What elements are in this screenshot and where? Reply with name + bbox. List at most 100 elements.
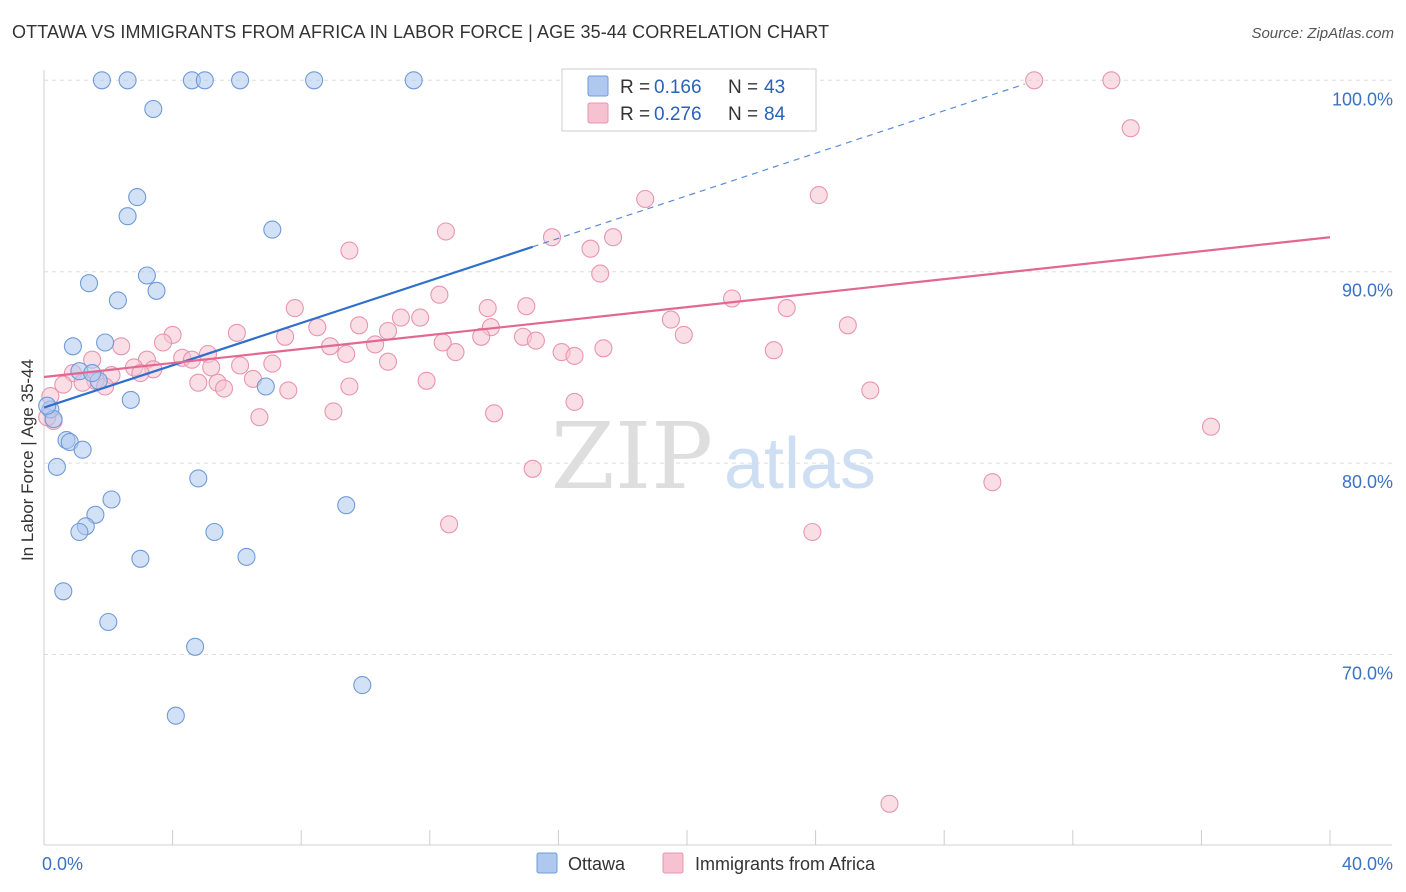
africa-point xyxy=(472,327,491,346)
africa-point xyxy=(436,222,455,241)
ottawa-point xyxy=(186,637,205,656)
regression-lines xyxy=(43,83,1331,409)
africa-point xyxy=(722,289,742,308)
africa-point xyxy=(263,354,282,373)
legend-box: R = 0.166 N = 43 R = 0.276 N = 84 xyxy=(561,68,817,132)
y-tick-label: 100.0% xyxy=(1332,89,1393,109)
africa-point xyxy=(411,308,430,327)
africa-point xyxy=(526,331,545,350)
africa-point xyxy=(54,375,73,394)
africa-point xyxy=(433,333,452,352)
ottawa-regression-line xyxy=(43,245,534,409)
ottawa-point xyxy=(108,291,127,310)
legend-n-value-ottawa: 43 xyxy=(764,77,785,98)
bottom-legend-swatch-ottawa xyxy=(536,852,558,874)
africa-point xyxy=(591,264,610,283)
ottawa-point xyxy=(256,377,275,396)
legend-n-label-africa: N = xyxy=(728,104,758,125)
africa-point xyxy=(565,346,584,365)
africa-point xyxy=(279,381,298,400)
ottawa-point xyxy=(137,266,156,285)
legend-r-label-ottawa: R = xyxy=(620,77,650,98)
africa-point xyxy=(809,186,828,205)
legend-r-value-africa: 0.276 xyxy=(654,104,702,125)
africa-point xyxy=(1121,119,1140,138)
ottawa-point xyxy=(128,188,147,207)
africa-point xyxy=(350,316,369,335)
africa-point xyxy=(430,285,449,304)
legend-swatch-africa xyxy=(587,102,609,124)
ottawa-point xyxy=(263,220,282,239)
africa-point xyxy=(391,308,410,327)
africa-point xyxy=(446,343,465,362)
ottawa-point xyxy=(404,71,423,90)
africa-point xyxy=(861,381,880,400)
ottawa-point xyxy=(189,469,208,488)
africa-point xyxy=(308,318,327,337)
ottawa-regression-extension xyxy=(532,83,1025,248)
africa-point xyxy=(764,341,783,360)
ottawa-point xyxy=(305,71,324,90)
ottawa-point xyxy=(63,337,82,356)
africa-point xyxy=(112,337,131,356)
africa-point xyxy=(485,404,504,423)
ottawa-point xyxy=(147,281,166,300)
africa-point xyxy=(803,522,822,542)
africa-point xyxy=(340,377,359,396)
ottawa-point xyxy=(92,71,111,90)
africa-point xyxy=(523,459,542,478)
ottawa-point xyxy=(102,490,121,509)
africa-point xyxy=(324,402,343,421)
africa-regression-line xyxy=(43,236,1331,379)
series-africa-points xyxy=(38,71,1221,813)
africa-point xyxy=(378,321,398,341)
africa-point xyxy=(581,239,600,258)
africa-point xyxy=(674,325,693,344)
ottawa-point xyxy=(54,582,73,601)
africa-point xyxy=(983,473,1002,492)
ottawa-point xyxy=(118,71,137,90)
africa-point xyxy=(189,373,208,392)
x-tick-label: 0.0% xyxy=(42,854,83,874)
africa-point xyxy=(231,356,250,375)
legend-r-label-africa: R = xyxy=(620,104,650,125)
legend-n-label-ottawa: N = xyxy=(728,77,758,98)
ottawa-point xyxy=(96,333,115,352)
axis-ticks: 70.0% 80.0% 90.0% 100.0% 0.0% 40.0% xyxy=(42,89,1393,874)
africa-point xyxy=(880,794,899,813)
africa-point xyxy=(565,392,584,411)
bottom-legend-label-africa: Immigrants from Africa xyxy=(695,854,876,874)
africa-point xyxy=(214,379,234,398)
bottom-legend-swatch-africa xyxy=(662,852,684,874)
ottawa-point xyxy=(166,706,185,725)
watermark: ZIP atlas xyxy=(551,403,876,510)
ottawa-point xyxy=(205,522,224,542)
legend-n-value-africa: 84 xyxy=(764,104,786,125)
africa-point xyxy=(378,352,398,371)
legend-r-value-ottawa: 0.166 xyxy=(654,77,702,98)
ottawa-point xyxy=(337,496,356,515)
africa-point xyxy=(594,339,613,358)
africa-point xyxy=(227,323,246,342)
africa-point xyxy=(337,344,356,364)
africa-point xyxy=(777,299,796,318)
ottawa-point xyxy=(47,457,66,476)
africa-point xyxy=(202,358,221,377)
ottawa-point xyxy=(73,440,92,459)
x-tick-label: 40.0% xyxy=(1342,854,1393,874)
series-ottawa-points xyxy=(38,71,423,725)
ottawa-point xyxy=(118,207,137,226)
ottawa-point xyxy=(353,676,372,695)
africa-point xyxy=(604,228,623,247)
ottawa-point xyxy=(231,71,250,90)
africa-point xyxy=(542,228,562,247)
bottom-legend: Ottawa Immigrants from Africa xyxy=(536,852,876,874)
y-tick-label: 90.0% xyxy=(1342,281,1393,301)
y-tick-label: 70.0% xyxy=(1342,664,1393,684)
africa-point xyxy=(517,297,536,316)
africa-point xyxy=(636,189,655,209)
africa-point xyxy=(417,371,436,390)
y-tick-label: 80.0% xyxy=(1342,472,1393,492)
africa-point xyxy=(1201,417,1221,436)
